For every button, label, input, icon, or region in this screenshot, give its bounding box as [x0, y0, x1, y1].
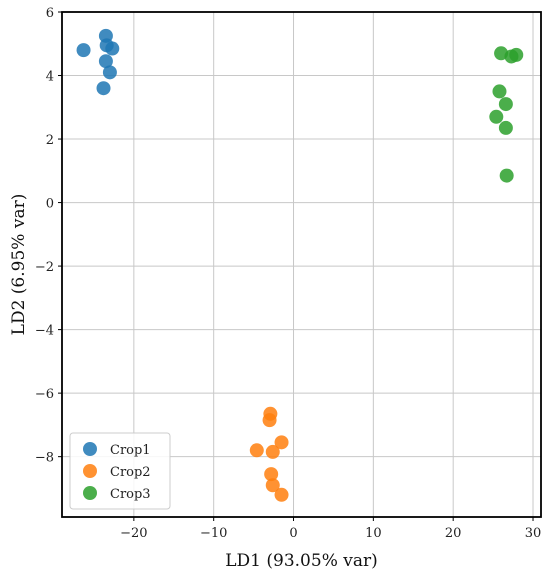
y-tick-label: −8 [35, 451, 54, 466]
point-crop1 [96, 81, 111, 96]
y-tick-label: 4 [46, 70, 54, 85]
legend-label-crop3: Crop3 [110, 487, 151, 502]
point-crop3 [492, 84, 507, 99]
point-crop1 [76, 43, 91, 58]
legend-marker-crop3 [83, 486, 97, 500]
point-crop2 [264, 467, 279, 482]
point-crop1 [98, 54, 113, 69]
y-tick-label: 2 [46, 133, 54, 148]
x-tick-label: −20 [120, 526, 147, 541]
x-axis-label: LD1 (93.05% var) [225, 551, 378, 571]
point-crop3 [509, 47, 524, 62]
x-tick-label: 0 [289, 526, 297, 541]
y-tick-label: 6 [46, 6, 54, 21]
legend: Crop1 Crop2 Crop3 [69, 432, 171, 510]
data-points [76, 28, 524, 502]
point-crop2 [274, 487, 289, 502]
point-crop3 [498, 97, 513, 112]
point-crop3 [489, 109, 504, 124]
point-crop2 [265, 444, 280, 459]
point-crop2 [265, 478, 280, 493]
point-crop1 [105, 41, 120, 56]
legend-marker-crop1 [83, 442, 97, 456]
point-crop2 [262, 413, 277, 428]
x-tick-label: −10 [200, 526, 227, 541]
legend-marker-crop2 [83, 464, 97, 478]
x-tick-label: 20 [445, 526, 462, 541]
point-crop3 [498, 120, 513, 135]
point-crop2 [249, 443, 264, 458]
point-crop1 [102, 65, 117, 80]
y-tick-label: 0 [46, 197, 54, 212]
y-tick-label: −6 [35, 387, 54, 402]
x-tick-label: 30 [525, 526, 542, 541]
x-tick-label: 10 [365, 526, 382, 541]
point-crop2 [274, 435, 289, 450]
point-crop3 [499, 168, 514, 183]
plot-frame [61, 11, 542, 518]
y-tick-label: −2 [35, 260, 54, 275]
y-tick-label: −4 [35, 324, 54, 339]
y-axis-label: LD2 (6.95% var) [9, 194, 29, 336]
legend-label-crop2: Crop2 [110, 465, 151, 480]
legend-label-crop1: Crop1 [110, 443, 151, 458]
